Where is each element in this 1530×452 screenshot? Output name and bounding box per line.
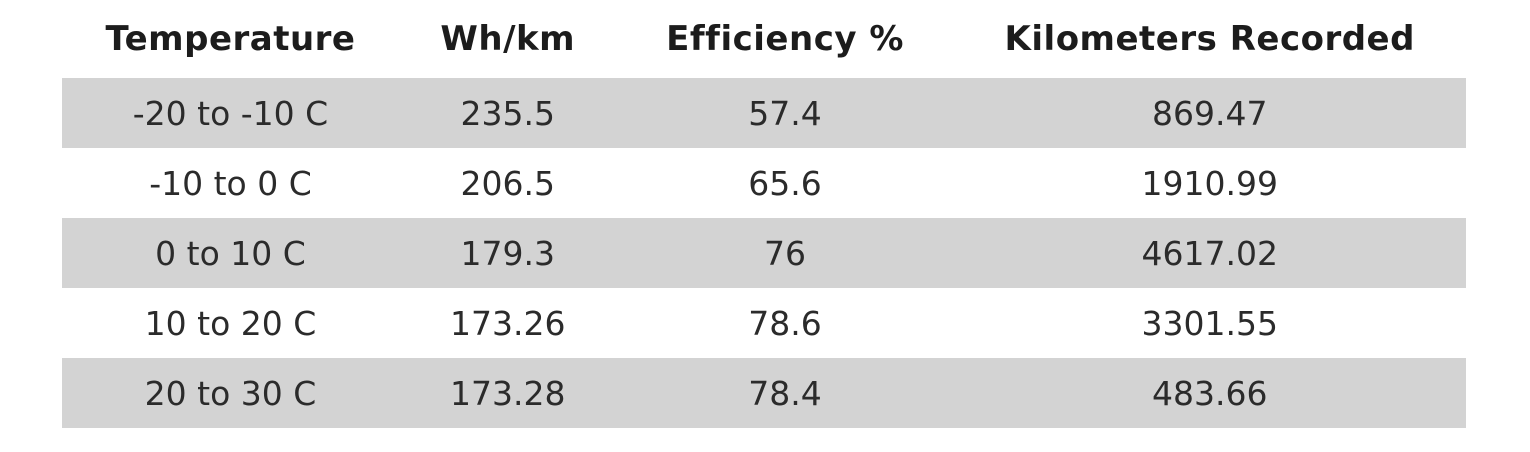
table-row: 0 to 10 C 179.3 76 4617.02 (62, 218, 1466, 288)
table-row: 20 to 30 C 173.28 78.4 483.66 (62, 358, 1466, 428)
table-row: -20 to -10 C 235.5 57.4 869.47 (62, 78, 1466, 148)
table-cell-kilometers-recorded: 4617.02 (1141, 233, 1278, 273)
temperature-efficiency-table: Temperature Wh/km Efficiency % Kilometer… (62, 0, 1466, 428)
column-header-kilometers-recorded: Kilometers Recorded (953, 0, 1466, 78)
table-cell-wh-per-km: 173.28 (450, 373, 566, 413)
table-cell-temperature: -20 to -10 C (132, 93, 329, 133)
table-row: -10 to 0 C 206.5 65.6 1910.99 (62, 148, 1466, 218)
table-cell-kilometers-recorded: 1910.99 (1141, 163, 1278, 203)
table-body: -20 to -10 C 235.5 57.4 869.47 -10 to 0 C 206… (62, 78, 1466, 428)
table-cell-temperature: 20 to 30 C (144, 373, 317, 413)
table-cell-kilometers-recorded: 483.66 (1152, 373, 1268, 413)
column-header-temperature: Temperature (62, 0, 399, 78)
table-cell-wh-per-km: 235.5 (460, 93, 555, 133)
table-row: 10 to 20 C 173.26 78.6 3301.55 (62, 288, 1466, 358)
column-header-wh-per-km: Wh/km (398, 0, 617, 78)
table-cell-kilometers-recorded: 869.47 (1152, 93, 1268, 133)
table-header: Temperature Wh/km Efficiency % Kilometer… (62, 0, 1466, 78)
table-cell-temperature: 10 to 20 C (144, 303, 317, 343)
table-cell-wh-per-km: 179.3 (460, 233, 555, 273)
table-cell-efficiency-pct: 78.6 (748, 303, 822, 343)
table-cell-efficiency-pct: 65.6 (748, 163, 822, 203)
table-cell-kilometers-recorded: 3301.55 (1141, 303, 1278, 343)
table-cell-efficiency-pct: 57.4 (748, 93, 822, 133)
table-cell-efficiency-pct: 76 (764, 233, 807, 273)
temperature-efficiency-table-container: Temperature Wh/km Efficiency % Kilometer… (62, 0, 1466, 428)
table-cell-efficiency-pct: 78.4 (748, 373, 822, 413)
table-cell-temperature: -10 to 0 C (149, 163, 312, 203)
table-cell-wh-per-km: 173.26 (450, 303, 566, 343)
table-cell-temperature: 0 to 10 C (155, 233, 306, 273)
table-header-row: Temperature Wh/km Efficiency % Kilometer… (62, 0, 1466, 78)
table-cell-wh-per-km: 206.5 (460, 163, 555, 203)
column-header-efficiency: Efficiency % (616, 0, 954, 78)
